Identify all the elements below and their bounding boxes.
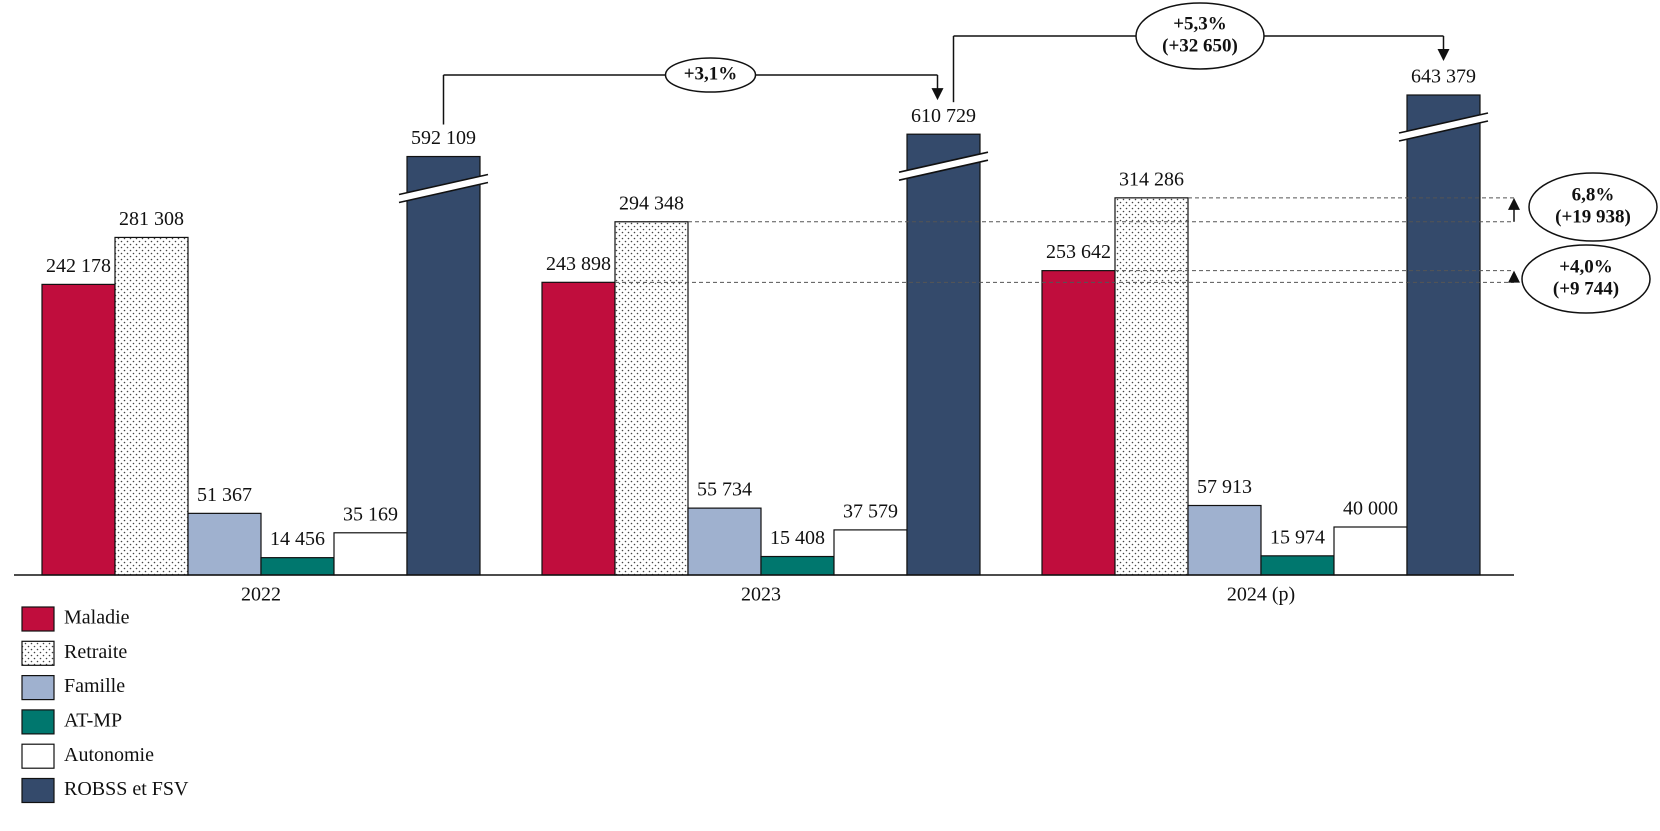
annotation-text: +3,1%	[684, 63, 738, 84]
legend-swatch	[21, 674, 55, 701]
axis-break-line	[898, 151, 989, 173]
axis-break-line	[398, 181, 489, 204]
legend-swatch	[21, 640, 55, 666]
annotation-text: +4,0%	[1559, 256, 1613, 277]
legend-label: Retraite	[64, 641, 127, 663]
value-label: 242 178	[46, 255, 111, 277]
annotation-bubble	[1521, 244, 1651, 314]
annotation-text: (+9 744)	[1553, 278, 1619, 299]
bar	[833, 529, 908, 576]
value-label: 243 898	[546, 253, 611, 275]
value-label: 294 348	[619, 192, 684, 214]
value-label: 37 579	[843, 500, 898, 522]
value-label: 610 729	[911, 105, 976, 127]
bar	[1114, 197, 1189, 576]
value-label: 14 456	[270, 528, 325, 550]
bar	[1260, 555, 1335, 576]
x-tick-label: 2024 (p)	[1227, 584, 1295, 606]
annotation: +5,3%(+32 650)	[1135, 2, 1265, 70]
annotation-bubble	[1135, 2, 1265, 70]
arrow-head	[931, 88, 944, 101]
bar	[1041, 270, 1116, 576]
annotation-bubble	[1528, 172, 1658, 242]
value-label: 281 308	[119, 208, 184, 230]
legend-swatch	[21, 709, 55, 735]
bar	[1333, 526, 1408, 576]
value-label: 15 974	[1270, 526, 1325, 548]
value-label: 57 913	[1197, 476, 1252, 498]
x-tick-label: 2023	[741, 584, 781, 606]
value-label: 40 000	[1343, 498, 1398, 520]
bar	[1406, 94, 1481, 576]
annotation-text: (+32 650)	[1162, 35, 1238, 56]
axis-break-line	[1398, 112, 1489, 134]
bar	[906, 133, 981, 576]
value-label: 643 379	[1411, 66, 1476, 88]
axis-break-line	[898, 159, 989, 181]
value-label: 55 734	[697, 479, 752, 501]
bar	[114, 236, 189, 576]
legend-label: Famille	[64, 675, 125, 697]
legend-label: ROBSS et FSV	[64, 778, 189, 800]
value-label: 51 367	[197, 484, 252, 506]
arrow-head	[1508, 197, 1520, 210]
bar	[41, 283, 116, 576]
bar	[260, 557, 335, 576]
legend-label: Maladie	[64, 607, 130, 629]
x-tick-label: 2022	[241, 584, 281, 606]
bar	[187, 512, 262, 576]
value-label: 15 408	[770, 527, 825, 549]
annotation: +4,0%(+9 744)	[1521, 244, 1651, 314]
bar	[541, 281, 616, 576]
bar	[333, 532, 408, 576]
annotation: 6,8%(+19 938)	[1528, 172, 1658, 242]
bar	[760, 555, 835, 576]
axis-break	[899, 152, 988, 181]
annotation-bubble	[664, 57, 757, 93]
annotation-text: +5,3%	[1173, 13, 1227, 34]
legend-label: AT-MP	[64, 709, 122, 731]
bar	[614, 221, 689, 576]
annotation-text: (+19 938)	[1555, 206, 1631, 227]
axis-break	[399, 174, 488, 203]
legend-swatch	[21, 606, 55, 632]
value-label: 35 169	[343, 503, 398, 525]
value-label: 253 642	[1046, 241, 1111, 263]
legend-swatch	[21, 777, 55, 804]
arrow-head	[1437, 49, 1450, 61]
value-label: 314 286	[1119, 168, 1184, 190]
axis-break-line	[398, 173, 489, 196]
legend-label: Autonomie	[64, 744, 154, 766]
axis-break	[1399, 113, 1488, 141]
legend-swatch	[21, 743, 55, 769]
annotation: +3,1%	[664, 57, 757, 93]
axis-break-line	[1398, 120, 1489, 142]
arrow-head	[1508, 270, 1520, 283]
bar	[406, 155, 481, 576]
bar	[687, 507, 762, 576]
value-label: 592 109	[411, 127, 476, 149]
annotation-text: 6,8%	[1572, 184, 1615, 205]
bar	[1187, 504, 1262, 576]
